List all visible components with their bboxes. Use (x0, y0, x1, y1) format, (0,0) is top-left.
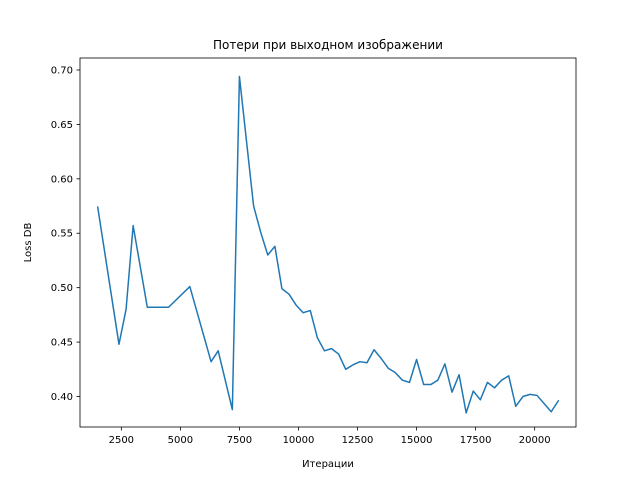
chart-title: Потери при выходном изображении (213, 38, 443, 52)
loss-series-line (96, 75, 560, 414)
y-tick-label: 0.60 (51, 174, 73, 185)
x-tick-label: 7500 (227, 435, 252, 446)
plot-area (79, 57, 577, 428)
x-tick-label: 15000 (401, 435, 433, 446)
y-tick-label: 0.45 (51, 338, 73, 349)
x-tick-label: 10000 (283, 435, 315, 446)
x-axis-label: Итерации (302, 459, 354, 470)
x-tick-label: 17500 (460, 435, 492, 446)
y-tick-label: 0.70 (51, 65, 73, 76)
y-axis: 0.40 0.45 0.50 0.55 0.60 0.65 0.70 (51, 65, 80, 403)
x-tick-label: 5000 (168, 435, 193, 446)
y-tick-label: 0.40 (51, 392, 73, 403)
plot-frame (79, 57, 577, 428)
x-axis: 2500 5000 7500 10000 12500 15000 17500 20000 (109, 427, 551, 446)
y-tick-label: 0.50 (51, 283, 73, 294)
x-tick-label: 20000 (519, 435, 551, 446)
plot-background (80, 58, 576, 427)
x-tick-label: 2500 (109, 435, 134, 446)
y-tick-label: 0.65 (51, 120, 73, 131)
y-tick-label: 0.55 (51, 229, 73, 240)
x-tick-label: 12500 (342, 435, 374, 446)
y-axis-label: Loss DB (23, 223, 34, 263)
